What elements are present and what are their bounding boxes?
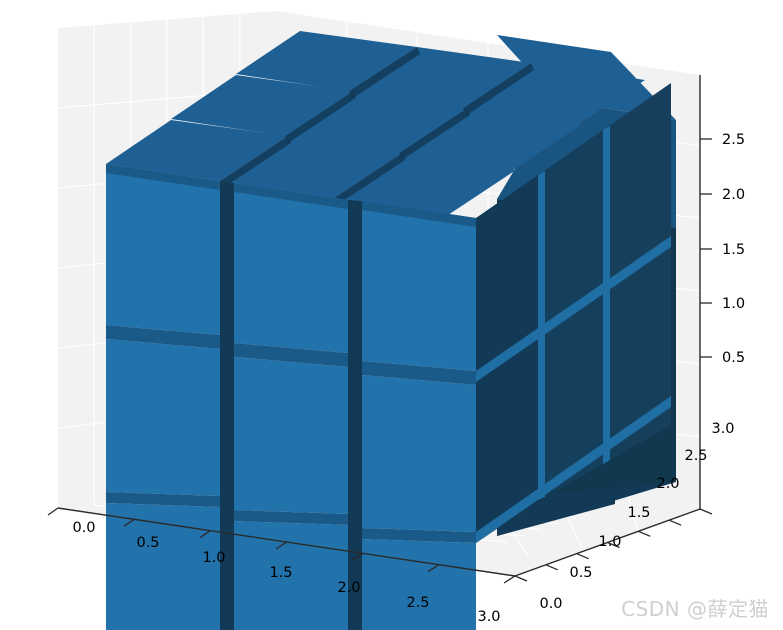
- z-tick-label: 1.5: [722, 242, 745, 258]
- x-tick-label: 1.0: [202, 550, 225, 566]
- voxel-top-face: [236, 31, 417, 91]
- voxel-top-face: [171, 75, 353, 136]
- voxel-front-bevel: [106, 164, 220, 190]
- z-tick-label: 0.5: [722, 350, 745, 366]
- voxel-separator: [220, 181, 234, 630]
- z-tick-label: 2.5: [722, 132, 745, 148]
- voxel-top-face: [106, 120, 288, 181]
- voxel-gap-shadow: [399, 108, 470, 160]
- voxel-side-seam: [476, 396, 671, 543]
- voxel-front-col-1: [234, 183, 348, 630]
- y-tick-label: 0.0: [539, 596, 562, 612]
- y-tick-labels: 0.0 0.5 1.0 1.5 2.0 2.5 3.0: [539, 421, 734, 612]
- axis-ticks: [47, 138, 713, 584]
- y-tick-label: 0.5: [569, 565, 592, 581]
- y-tick-label: 2.0: [656, 476, 679, 492]
- voxel-front-face: [362, 539, 476, 630]
- y-tick-label: 1.5: [627, 505, 650, 521]
- voxel-front-face: [234, 183, 348, 353]
- voxel-front-face: [106, 164, 220, 335]
- x-tick-label: 2.5: [406, 595, 429, 611]
- voxel-front-bevel: [362, 201, 476, 227]
- z-tick-label: 1.0: [722, 296, 745, 312]
- voxel-front-face: [234, 521, 348, 630]
- csdn-watermark: CSDN @薛定猫: [621, 597, 769, 621]
- z-tick-labels: 0.5 1.0 1.5 2.0 2.5: [722, 132, 745, 366]
- x-tick: [123, 518, 135, 527]
- voxel-front-bevel: [234, 510, 348, 525]
- voxel-side-seam: [603, 126, 610, 464]
- voxel-gap-shadow: [285, 91, 356, 143]
- x-tick-label: 0.0: [72, 520, 95, 536]
- voxel-gap-shadow: [349, 47, 420, 98]
- voxel-row-gaps: [220, 47, 534, 205]
- y-tick-label: 2.5: [684, 448, 707, 464]
- y-tick: [514, 575, 528, 582]
- y-tick-label: 1.0: [598, 534, 621, 550]
- voxel-front-bevel: [234, 183, 348, 209]
- voxel-separator: [348, 200, 362, 630]
- x-tick: [199, 530, 211, 539]
- voxel-side-seam: [476, 236, 671, 382]
- x-tick-label: 0.5: [136, 535, 159, 551]
- y-tick: [576, 553, 589, 560]
- x-tick: [427, 564, 440, 573]
- voxel-front-face: [106, 503, 220, 630]
- voxel-gap-shadow: [334, 153, 405, 205]
- voxel-front-face: [106, 339, 220, 496]
- voxel-front-face: [362, 375, 476, 532]
- y-tick-label: 3.0: [711, 421, 734, 437]
- voxel-front-bevel: [106, 325, 220, 349]
- voxel-front-bevel: [362, 528, 476, 543]
- voxel-side-face: [606, 83, 671, 462]
- voxel-right-wall: [476, 83, 671, 543]
- voxel-column-separators: [220, 181, 362, 630]
- voxel-front-col-2: [362, 201, 476, 630]
- y-tick: [607, 541, 620, 549]
- voxel-gap-shadow: [220, 136, 291, 188]
- x-tick: [47, 507, 59, 516]
- x-tick: [275, 541, 287, 550]
- voxel-front-bevel: [234, 343, 348, 367]
- voxel-front-bevel: [362, 361, 476, 385]
- z-tick-label: 2.0: [722, 187, 745, 203]
- x-tick-label: 2.0: [337, 580, 360, 596]
- voxel-top-bevels: [106, 164, 476, 227]
- y-tick: [545, 564, 559, 571]
- x-tick-label: 3.0: [477, 609, 500, 625]
- x-tick-labels: 0.0 0.5 1.0 1.5 2.0 2.5 3.0: [72, 520, 500, 625]
- y-tick: [638, 530, 651, 537]
- x-tick: [351, 552, 364, 561]
- voxel-front-bevel: [106, 492, 220, 507]
- voxel-front-face: [234, 357, 348, 514]
- voxel-front-face: [362, 201, 476, 371]
- x-tick: [503, 575, 516, 584]
- voxel-front-col-0: [106, 164, 220, 630]
- y-tick: [699, 508, 713, 515]
- x-tick-label: 1.5: [269, 565, 292, 581]
- y-tick: [668, 519, 682, 526]
- voxel-gap-shadow: [463, 63, 534, 115]
